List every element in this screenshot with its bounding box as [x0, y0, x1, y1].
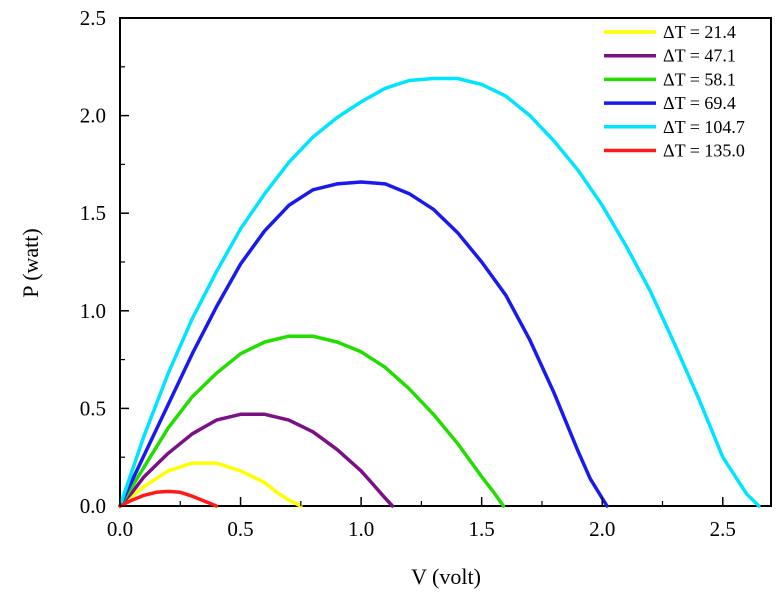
series-line-1 — [118, 412, 395, 508]
series-line-3 — [118, 180, 609, 508]
plot-area — [118, 17, 772, 508]
series-line-4 — [118, 76, 761, 508]
y-tick-label: 2.0 — [80, 104, 106, 128]
x-tick-label: 0.5 — [227, 517, 253, 541]
y-tick-label: 1.5 — [80, 201, 106, 225]
x-tick-label: 2.5 — [710, 517, 736, 541]
series-line-5 — [118, 489, 219, 508]
plot-frame — [119, 17, 772, 507]
legend-label-1: ΔT = 47.1 — [663, 46, 736, 66]
x-axis-label: V (volt) — [411, 564, 481, 589]
legend: ΔT = 21.4 ΔT = 47.1 ΔT = 58.1 ΔT = 69.4 ΔT =… — [604, 22, 745, 161]
legend-label-2: ΔT = 58.1 — [663, 69, 736, 89]
legend-label-5: ΔT = 135.0 — [663, 141, 745, 161]
x-tick-label: 0.0 — [107, 517, 133, 541]
x-tick-label: 2.0 — [589, 517, 615, 541]
y-axis-label: P (watt) — [18, 228, 43, 297]
x-axis: 0.0 0.5 1.0 1.5 2.0 2.5 — [107, 497, 736, 541]
x-tick-label: 1.5 — [469, 517, 495, 541]
x-tick-label: 1.0 — [348, 517, 374, 541]
series-line-2 — [118, 334, 506, 508]
series-line-0 — [118, 461, 303, 508]
legend-label-0: ΔT = 21.4 — [663, 22, 736, 42]
y-tick-label: 1.0 — [80, 299, 106, 323]
y-tick-label: 0.0 — [80, 494, 106, 518]
y-tick-label: 0.5 — [80, 396, 106, 420]
y-axis: 0.0 0.5 1.0 1.5 2.0 2.5 — [80, 6, 129, 518]
legend-label-3: ΔT = 69.4 — [663, 93, 736, 113]
y-tick-label: 2.5 — [80, 6, 106, 30]
legend-label-4: ΔT = 104.7 — [663, 117, 745, 137]
